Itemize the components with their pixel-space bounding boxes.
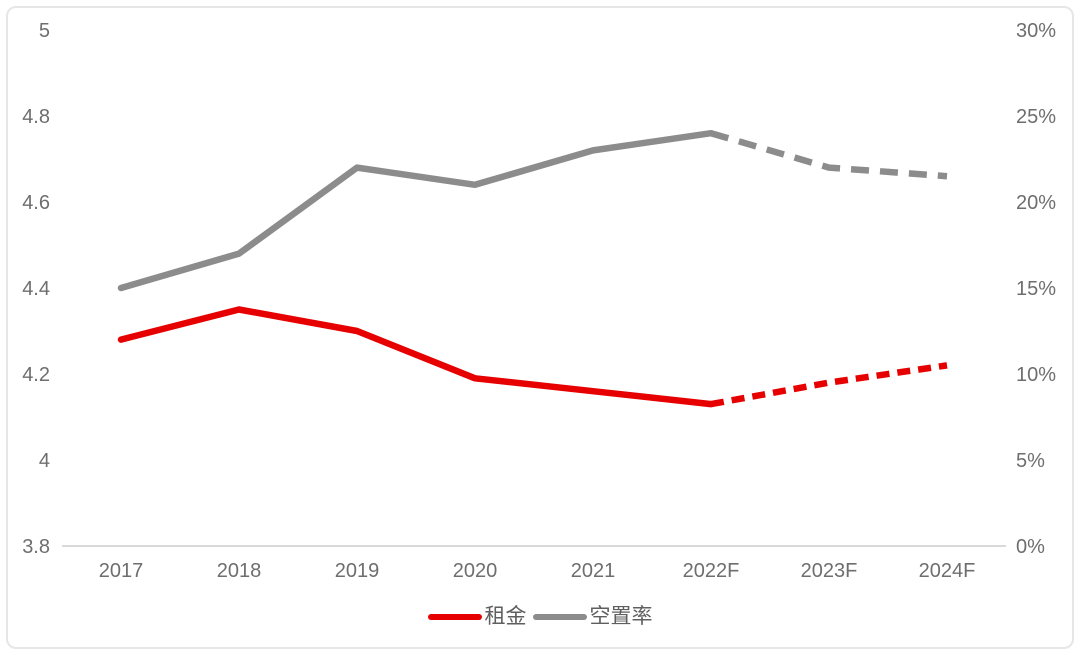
right-axis-tick-label: 20%	[1016, 192, 1056, 214]
series-line-solid-0	[117, 306, 715, 408]
left-axis-tick-label: 3.8	[22, 536, 50, 558]
series-line-dashed-0	[710, 362, 948, 408]
left-axis-tick-label: 4.4	[22, 278, 50, 300]
x-axis-tick-label: 2022F	[683, 560, 740, 582]
left-axis-tick-label: 4.6	[22, 192, 50, 214]
legend-item-rent: 租金	[427, 605, 527, 628]
x-axis-tick-label: 2020	[453, 560, 498, 582]
left-axis-tick-label: 4	[39, 450, 50, 472]
right-axis-tick-label: 5%	[1016, 450, 1045, 472]
series-line-dashed-1	[710, 130, 948, 180]
rent-legend-label: 租金	[484, 605, 527, 628]
chart-legend: 租金 空置率	[0, 606, 1080, 627]
x-axis-tick-label: 2024F	[919, 560, 976, 582]
rent-line-swatch	[427, 613, 482, 620]
x-axis-tick-label: 2019	[335, 560, 380, 582]
right-axis-tick-label: 25%	[1016, 106, 1056, 128]
x-axis-tick-label: 2017	[99, 560, 144, 582]
vacancy-line-swatch	[532, 613, 587, 620]
right-axis-tick-label: 10%	[1016, 364, 1056, 386]
series-line-solid-1	[117, 129, 715, 292]
x-axis-tick-label: 2018	[217, 560, 262, 582]
left-axis-tick-label: 5	[39, 20, 50, 42]
right-axis-tick-label: 30%	[1016, 20, 1056, 42]
left-axis-tick-label: 4.2	[22, 364, 50, 386]
right-axis-tick-label: 0%	[1016, 536, 1045, 558]
vacancy-legend-label: 空置率	[589, 605, 653, 628]
x-axis-tick-label: 2023F	[801, 560, 858, 582]
left-axis-tick-label: 4.8	[22, 106, 50, 128]
right-axis-tick-label: 15%	[1016, 278, 1056, 300]
x-axis-tick-label: 2021	[571, 560, 616, 582]
legend-item-vacancy: 空置率	[532, 605, 653, 628]
